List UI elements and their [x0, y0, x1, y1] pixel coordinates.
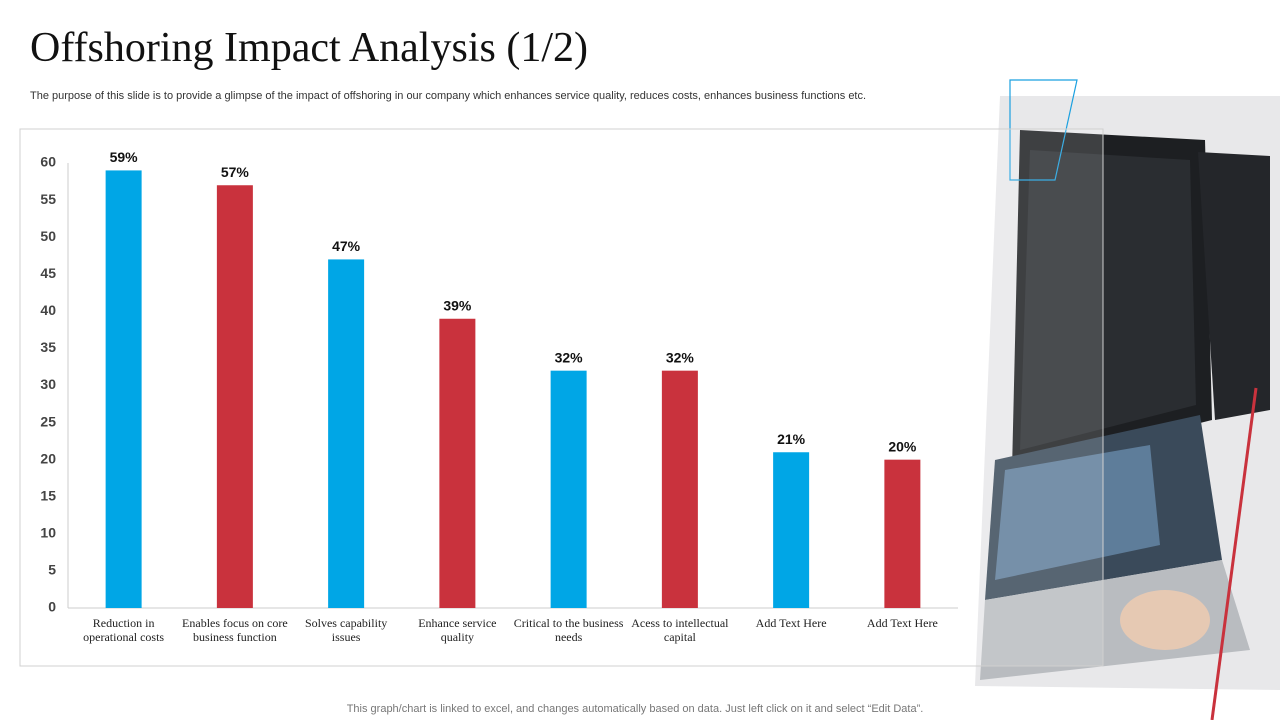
- bar: [328, 259, 365, 608]
- bar: [773, 452, 810, 608]
- y-tick-label: 45: [40, 265, 56, 281]
- x-tick-label: Enhance service quality: [418, 616, 497, 644]
- data-label: 32%: [666, 349, 695, 365]
- y-tick-label: 40: [40, 302, 56, 318]
- y-tick-label: 15: [40, 487, 56, 503]
- y-tick-label: 30: [40, 376, 56, 392]
- data-label: 57%: [221, 164, 250, 180]
- y-tick-label: 10: [40, 525, 56, 541]
- slide-title: Offshoring Impact Analysis (1/2): [30, 25, 588, 71]
- data-label: 20%: [888, 438, 917, 454]
- bar: [550, 370, 587, 608]
- x-tick-label: Acess to intellectual capital: [631, 616, 729, 644]
- x-tick-label: Enables focus on core business function: [182, 616, 288, 644]
- x-tick-label: Solves capability issues: [304, 616, 388, 644]
- y-tick-label: 35: [40, 339, 56, 355]
- x-tick-label: Reduction in operational costs: [83, 616, 165, 644]
- x-tick-label: Critical to the business needs: [513, 616, 624, 644]
- data-label: 39%: [443, 297, 472, 313]
- y-tick-label: 25: [40, 413, 56, 429]
- data-label: 32%: [555, 349, 584, 365]
- bar: [216, 185, 253, 608]
- bar: [105, 170, 142, 608]
- data-label: 47%: [332, 238, 361, 254]
- y-tick-label: 50: [40, 228, 56, 244]
- bar: [884, 459, 921, 608]
- bar: [439, 318, 476, 608]
- bar: [661, 370, 698, 608]
- data-label: 21%: [777, 431, 806, 447]
- y-tick-label: 0: [48, 599, 56, 615]
- y-tick-label: 60: [40, 154, 56, 170]
- y-tick-label: 55: [40, 191, 56, 207]
- x-tick-label: Add Text Here: [866, 616, 938, 630]
- footnote: This graph/chart is linked to excel, and…: [346, 703, 924, 715]
- data-label: 59%: [110, 149, 139, 165]
- x-tick-label: Add Text Here: [755, 616, 827, 630]
- slide-description: The purpose of this slide is to provide …: [30, 90, 867, 102]
- y-tick-label: 5: [48, 562, 56, 578]
- y-tick-label: 20: [40, 450, 56, 466]
- photo: [975, 79, 1280, 720]
